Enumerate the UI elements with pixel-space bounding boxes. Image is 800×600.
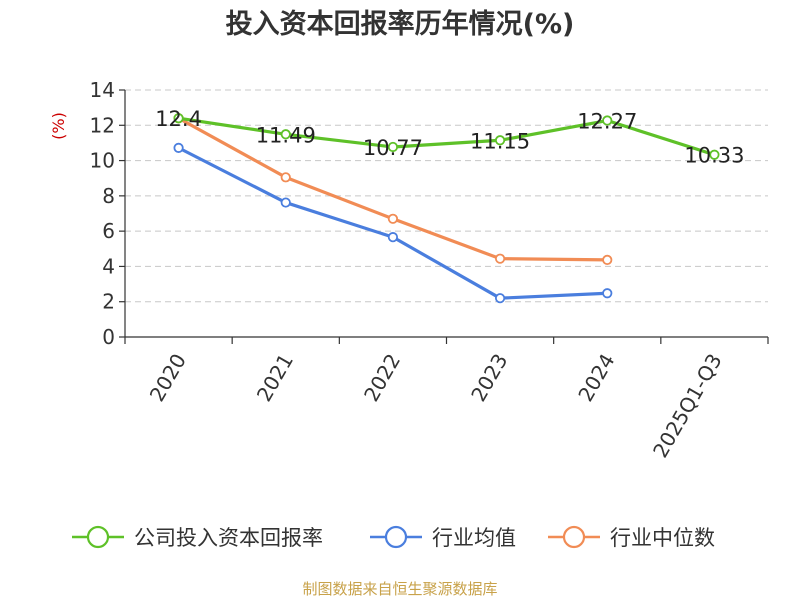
data-label: 10.33 (684, 144, 744, 168)
data-point (709, 149, 720, 160)
data-point (173, 113, 184, 124)
data-label: 12.4 (155, 107, 202, 131)
chart-title: 投入资本回报率历年情况(%) (226, 8, 575, 40)
source-note: 制图数据来自恒生聚源数据库 (302, 580, 497, 598)
data-label: 10.77 (363, 136, 423, 160)
legend-label-0: 公司投入资本回报率 (134, 526, 323, 550)
x-tick-label: 2023 (466, 350, 512, 406)
y-axis-label: (%) (49, 112, 68, 140)
legend-label-1: 行业均值 (432, 526, 516, 550)
data-point (280, 172, 291, 183)
data-point (280, 197, 291, 208)
legend: 公司投入资本回报率 行业均值 行业中位数 (72, 525, 715, 550)
data-point (173, 142, 184, 153)
y-tick-label: 8 (102, 184, 115, 208)
x-tick-label: 2020 (145, 350, 191, 406)
y-tick-label: 2 (102, 290, 115, 314)
data-point (280, 129, 291, 140)
data-point (387, 232, 399, 243)
data-label: 12.27 (577, 110, 637, 134)
y-tick-label: 0 (102, 325, 115, 349)
data-point (602, 115, 613, 126)
x-tick-label: 2022 (359, 350, 405, 406)
y-tick-label: 10 (90, 149, 115, 173)
legend-marker-1 (384, 525, 408, 549)
data-labels: 12.4 11.49 10.77 11.15 12.27 10.33 (155, 107, 744, 168)
data-point (602, 254, 613, 266)
data-label: 11.49 (256, 123, 316, 147)
x-tick-label: 2021 (252, 350, 298, 406)
y-tick-label: 14 (90, 78, 115, 102)
series-group (173, 113, 720, 304)
x-tick-label: 2025Q1-Q3 (648, 350, 727, 462)
data-point (387, 213, 399, 224)
legend-label-2: 行业中位数 (610, 526, 715, 550)
data-point (602, 288, 613, 299)
data-point (494, 293, 506, 304)
axes: 0 2 4 6 8 10 12 14 2020 2021 2022 2023 2024 2025Q1-Q3 (90, 78, 769, 462)
grid-lines (125, 89, 768, 303)
data-point (387, 141, 399, 153)
series-line-0 (178, 116, 715, 157)
y-tick-label: 12 (90, 113, 115, 137)
y-tick-label: 6 (102, 219, 115, 243)
data-label: 11.15 (470, 129, 530, 153)
y-tick-label: 4 (102, 254, 115, 278)
data-point (494, 253, 506, 264)
legend-marker-0 (86, 525, 110, 549)
data-point (494, 135, 506, 146)
legend-marker-2 (562, 525, 586, 549)
x-tick-label: 2024 (573, 350, 619, 406)
